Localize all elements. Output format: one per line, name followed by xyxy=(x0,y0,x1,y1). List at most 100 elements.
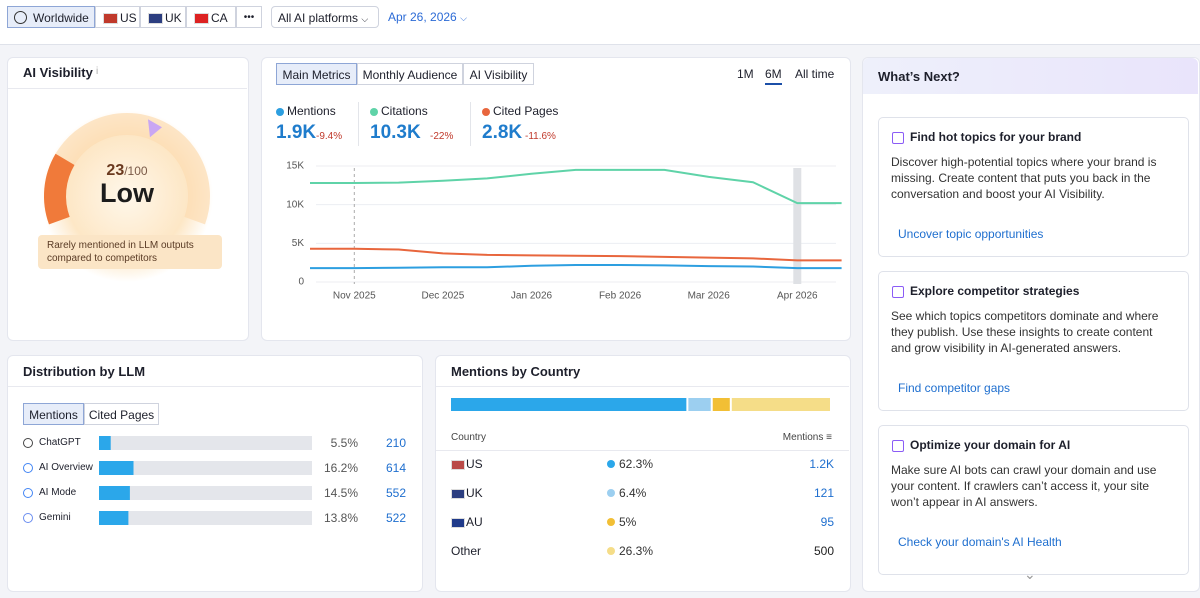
range-option[interactable]: All time xyxy=(795,67,835,81)
share-dot xyxy=(607,489,615,497)
region-label: UK xyxy=(165,11,182,25)
panel-title: AI Visibility xyxy=(23,65,93,80)
platform-label: All AI platforms xyxy=(278,11,359,25)
card-title: Optimize your domain for AI xyxy=(910,438,1071,452)
next-card xyxy=(878,425,1189,575)
region-button[interactable]: CA xyxy=(186,6,236,28)
divider xyxy=(436,450,849,451)
next-card xyxy=(878,117,1189,257)
legend-label: Cited Pages xyxy=(493,104,559,118)
region-button[interactable]: UK xyxy=(140,6,186,28)
chevron: ⌵ xyxy=(361,14,369,24)
flag-icon xyxy=(103,13,118,24)
panel-title: Distribution by LLM xyxy=(23,364,146,379)
llm-name: Gemini xyxy=(39,512,71,523)
metric-value: 10.3K xyxy=(370,122,421,143)
range-option[interactable]: 6M xyxy=(765,67,782,85)
metric-value: 2.8K xyxy=(482,122,523,143)
score-note: Rarely mentioned in LLM outputs compared… xyxy=(38,235,222,269)
panel-title: What’s Next? xyxy=(878,69,960,84)
column-header[interactable]: Mentions ≡ xyxy=(700,432,832,443)
date-picker[interactable]: Apr 26, 2026 ⌵ xyxy=(388,10,467,24)
card-icon xyxy=(892,286,904,298)
date-label: Apr 26, 2026 xyxy=(388,10,457,24)
country-name: AU xyxy=(466,515,483,529)
more-button[interactable]: ••• xyxy=(236,6,262,28)
llm-icon xyxy=(23,513,33,523)
tab[interactable]: AI Visibility xyxy=(463,63,534,85)
flag-icon xyxy=(451,518,465,528)
card-link[interactable]: Uncover topic opportunities xyxy=(898,227,1044,241)
region-button[interactable]: US xyxy=(95,6,140,28)
country-name: US xyxy=(466,457,483,471)
chevron: ⌵ xyxy=(460,13,467,23)
platform-dropdown[interactable]: All AI platforms ⌵ xyxy=(271,6,379,28)
card-link[interactable]: Find competitor gaps xyxy=(898,381,1011,395)
next-card xyxy=(878,271,1189,411)
next-header xyxy=(863,58,1198,94)
scroll-chevron[interactable]: ⌄ xyxy=(1024,566,1036,582)
share-label: 5% xyxy=(619,515,637,529)
count-label[interactable]: 1.2K xyxy=(809,457,834,471)
tab[interactable]: Main Metrics xyxy=(276,63,357,85)
tab[interactable]: Mentions xyxy=(23,403,84,425)
count-label[interactable]: 95 xyxy=(820,515,834,529)
share-label: 16.2% xyxy=(323,461,358,475)
metric-change: -9.4% xyxy=(316,131,343,142)
llm-icon xyxy=(23,463,33,473)
share-label: 6.4% xyxy=(619,486,647,500)
globe-icon xyxy=(14,11,27,24)
trend-panel xyxy=(261,57,851,341)
info-icon: i xyxy=(96,66,99,77)
metric-change: -11.6% xyxy=(525,131,556,142)
count-link[interactable]: 210 xyxy=(385,436,406,450)
card-body: Make sure AI bots can crawl your domain … xyxy=(891,463,1157,509)
region-label: US xyxy=(120,11,137,25)
count-link[interactable]: 552 xyxy=(385,486,406,500)
flag-icon xyxy=(451,489,465,499)
country-name: UK xyxy=(466,486,483,500)
region-label: CA xyxy=(211,11,228,25)
count-link[interactable]: 522 xyxy=(385,511,406,525)
count-label[interactable]: 121 xyxy=(813,486,834,500)
column-label: Mentions xyxy=(782,432,824,443)
legend-dot xyxy=(482,108,490,116)
flag-icon xyxy=(194,13,209,24)
column-header: Country xyxy=(451,432,487,443)
country-panel xyxy=(435,355,851,592)
tab[interactable]: Monthly Audience xyxy=(357,63,463,85)
range-option[interactable]: 1M xyxy=(737,67,754,81)
share-dot xyxy=(607,547,615,555)
share-label: 14.5% xyxy=(323,486,358,500)
share-label: 13.8% xyxy=(323,511,358,525)
llm-icon xyxy=(23,438,33,448)
tab[interactable]: Cited Pages xyxy=(84,403,159,425)
share-dot xyxy=(607,518,615,526)
score-level: Low xyxy=(100,178,154,208)
flag-icon xyxy=(148,13,163,24)
card-body: See which topics competitors dominate an… xyxy=(891,309,1159,355)
share-label: 5.5% xyxy=(330,436,358,450)
share-dot xyxy=(607,460,615,468)
card-body: Discover high-potential topics where you… xyxy=(891,155,1157,201)
card-link[interactable]: Check your domain's AI Health xyxy=(898,535,1062,549)
card-title: Explore competitor strategies xyxy=(910,284,1080,298)
card-icon xyxy=(892,132,904,144)
legend-label: Citations xyxy=(381,104,428,118)
region-button[interactable]: Worldwide xyxy=(7,6,95,28)
score: 23 xyxy=(106,162,125,179)
legend-dot xyxy=(370,108,378,116)
count-link[interactable]: 614 xyxy=(385,461,406,475)
country-name: Other xyxy=(451,544,482,558)
card-title: Find hot topics for your brand xyxy=(910,130,1082,144)
share-label: 62.3% xyxy=(619,457,654,471)
region-label: Worldwide xyxy=(33,11,89,25)
count-label: 500 xyxy=(813,544,834,558)
legend-label: Mentions xyxy=(287,104,336,118)
card-icon xyxy=(892,440,904,452)
divider xyxy=(8,88,247,89)
panel-title: Mentions by Country xyxy=(451,364,581,379)
metric-change: -22% xyxy=(430,131,454,142)
flag-icon xyxy=(451,460,465,470)
